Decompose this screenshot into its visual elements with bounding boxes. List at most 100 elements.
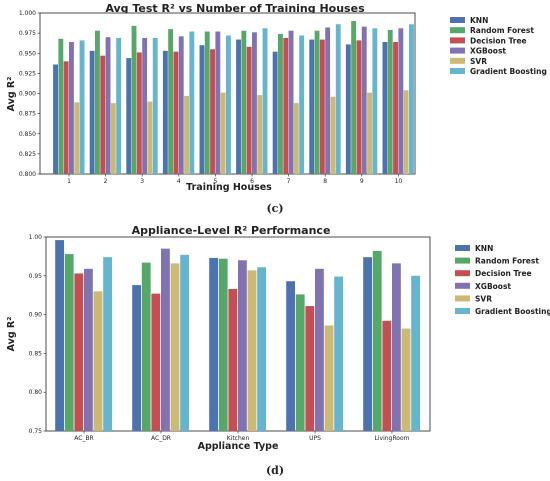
c-bar-gradient-boosting-7 <box>299 35 305 174</box>
c-xtick-label: 9 <box>360 178 364 185</box>
d-xtick-label: Kitchen <box>227 435 250 442</box>
chart-c-sub-label: (c) <box>266 202 283 215</box>
d-ytick-label: 0.75 <box>29 428 43 435</box>
d-ytick-label: 1.00 <box>29 234 43 241</box>
c-bar-knn-9 <box>345 44 351 175</box>
d-bar-decision-tree-ac-dr <box>151 293 161 431</box>
chart-d-yticks: 0.75 0.80 0.85 0.90 0.95 1.00 <box>29 234 46 435</box>
c-ytick-label: 1.000 <box>19 10 36 17</box>
d-bar-random-forest-livingroom <box>372 250 382 431</box>
d-bar-xgboost-livingroom <box>392 263 401 431</box>
d-bar-svr-kitchen <box>247 270 257 431</box>
chart-c: Avg Test R² vs Number of Training Houses… <box>6 2 547 215</box>
chart-d-bars <box>55 240 421 431</box>
c-bar-random-forest-3 <box>131 25 137 174</box>
c-bar-decision-tree-6 <box>246 46 252 175</box>
c-legend-swatch-gradient-boosting <box>450 68 465 74</box>
d-xtick-label: LivingRoom <box>375 435 410 442</box>
c-bar-xgboost-1 <box>69 41 74 175</box>
d-bar-decision-tree-livingroom <box>382 320 392 431</box>
d-legend-swatch-decision-tree <box>455 270 470 277</box>
chart-d-legend: KNN Random Forest Decision Tree XGBoost SVR G… <box>455 244 550 316</box>
d-bar-random-forest-ac-br <box>64 254 74 431</box>
c-bar-knn-6 <box>236 39 241 174</box>
c-bar-xgboost-7 <box>288 30 294 175</box>
chart-d-title: Appliance-Level R² Performance <box>132 224 331 237</box>
c-bar-gradient-boosting-2 <box>116 37 122 175</box>
c-bar-xgboost-9 <box>361 26 367 174</box>
d-ytick-label: 0.80 <box>29 389 43 396</box>
d-legend-label-xgboost: XGBoost <box>475 282 511 291</box>
c-bar-xgboost-8 <box>325 27 331 174</box>
c-bar-decision-tree-9 <box>356 40 362 175</box>
c-bar-random-forest-4 <box>168 29 174 174</box>
c-legend-swatch-xgboost <box>450 47 465 54</box>
c-bar-random-forest-5 <box>204 31 210 174</box>
d-bar-knn-ac-br <box>55 240 65 431</box>
c-bar-svr-9 <box>367 92 372 174</box>
c-bar-knn-10 <box>382 41 388 175</box>
chart-d: Appliance-Level R² Performance 0.75 0.80 0… <box>6 224 550 477</box>
d-bar-svr-ac-dr <box>170 263 180 431</box>
d-bar-gradient-boosting-ac-br <box>103 257 113 431</box>
c-bar-gradient-boosting-6 <box>262 28 268 174</box>
d-legend-swatch-knn <box>455 245 470 251</box>
c-bar-decision-tree-10 <box>393 41 398 175</box>
chart-c-yticks: 0.800 0.825 0.850 0.875 0.900 0.925 0.950 0.975… <box>19 10 40 178</box>
c-bar-knn-4 <box>162 50 168 175</box>
c-bar-svr-7 <box>293 103 299 174</box>
chart-c-ylabel: Avg R² <box>6 77 17 112</box>
d-bar-knn-ups <box>286 281 296 431</box>
d-legend-label-svr: SVR <box>475 294 492 303</box>
chart-c-xticks: 1 2 3 4 5 6 7 8 9 10 <box>67 174 402 185</box>
chart-c-title: Avg Test R² vs Number of Training Houses <box>105 2 365 15</box>
c-legend-label-knn: KNN <box>470 16 488 25</box>
c-legend-swatch-svr <box>450 57 465 64</box>
d-legend-label-gradient-boosting: Gradient Boosting <box>475 307 550 316</box>
c-legend-label-svr: SVR <box>470 57 487 66</box>
chart-c-xlabel: Training Houses <box>186 182 272 193</box>
d-legend-label-knn: KNN <box>475 244 493 253</box>
d-legend-swatch-gradient-boosting <box>455 308 470 314</box>
c-ytick-label: 0.850 <box>19 131 36 138</box>
c-bar-gradient-boosting-1 <box>79 40 85 175</box>
c-bar-random-forest-1 <box>58 38 64 175</box>
d-bar-random-forest-kitchen <box>218 258 228 431</box>
d-bar-random-forest-ac-dr <box>141 262 151 431</box>
d-ytick-label: 0.85 <box>29 350 43 357</box>
c-ytick-label: 0.800 <box>19 171 36 178</box>
c-bar-gradient-boosting-10 <box>409 24 414 174</box>
c-bar-decision-tree-2 <box>100 55 106 174</box>
d-bar-decision-tree-ac-br <box>74 273 84 431</box>
c-xtick-label: 8 <box>323 178 327 185</box>
d-legend-label-decision-tree: Decision Tree <box>475 269 532 278</box>
c-ytick-label: 0.900 <box>19 91 36 98</box>
c-bar-xgboost-2 <box>105 37 111 175</box>
c-legend-swatch-knn <box>450 17 465 23</box>
c-bar-gradient-boosting-3 <box>152 37 158 175</box>
d-xtick-label: AC_BR <box>74 435 93 442</box>
d-bar-random-forest-ups <box>295 294 305 431</box>
c-bar-random-forest-9 <box>351 21 357 174</box>
c-bar-random-forest-6 <box>241 30 247 175</box>
c-legend-swatch-decision-tree <box>450 37 465 44</box>
d-bar-gradient-boosting-ac-dr <box>180 254 190 431</box>
c-bar-decision-tree-4 <box>173 51 179 174</box>
chart-c-bars <box>53 21 414 175</box>
c-bar-knn-2 <box>89 50 95 175</box>
c-bar-xgboost-10 <box>398 28 404 174</box>
d-bar-svr-ups <box>324 325 334 431</box>
c-bar-svr-5 <box>220 92 226 174</box>
c-bar-xgboost-4 <box>178 36 184 174</box>
c-bar-svr-8 <box>330 96 336 174</box>
c-bar-xgboost-6 <box>252 32 257 174</box>
chart-d-xlabel: Appliance Type <box>198 441 279 452</box>
c-xtick-label: 10 <box>395 178 403 185</box>
c-bar-random-forest-2 <box>95 30 100 175</box>
c-bar-xgboost-5 <box>215 31 221 174</box>
d-bar-xgboost-ac-dr <box>161 248 170 431</box>
c-xtick-label: 7 <box>287 178 291 185</box>
d-bar-svr-ac-br <box>93 291 103 431</box>
